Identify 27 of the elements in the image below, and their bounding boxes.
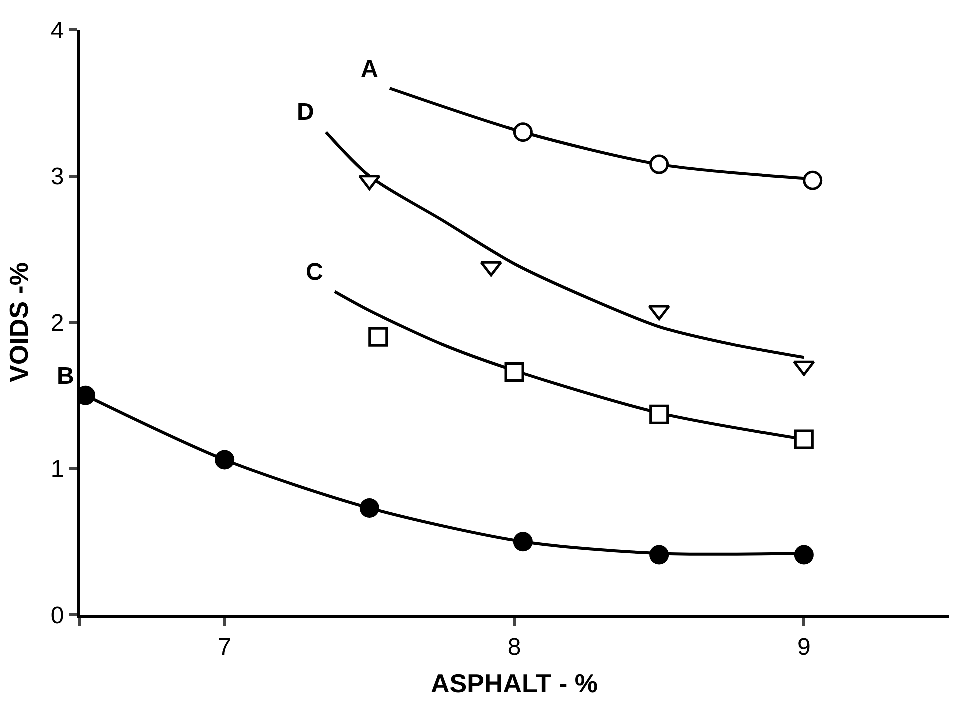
point bbox=[650, 154, 670, 174]
x-tick-label: 9 bbox=[797, 634, 811, 661]
point bbox=[360, 498, 380, 518]
point bbox=[215, 450, 235, 470]
y-tick-label: 4 bbox=[50, 17, 64, 44]
y-tick-label: 1 bbox=[50, 456, 64, 484]
point bbox=[513, 532, 533, 552]
point bbox=[794, 430, 814, 450]
series-label: B bbox=[57, 363, 74, 390]
point bbox=[794, 545, 814, 565]
x-axis-title: ASPHALT - % bbox=[430, 668, 598, 698]
y-axis-title: VOIDS -% bbox=[4, 262, 34, 382]
y-tick-label: 3 bbox=[50, 164, 64, 191]
point bbox=[803, 170, 823, 190]
y-tick-label: 0 bbox=[50, 602, 64, 630]
point bbox=[504, 362, 524, 382]
point bbox=[513, 122, 533, 142]
line-series bbox=[324, 130, 806, 360]
point bbox=[650, 404, 670, 424]
point bbox=[650, 545, 670, 565]
series-label: C bbox=[306, 259, 324, 286]
series-label: A bbox=[361, 56, 378, 83]
point bbox=[368, 327, 388, 347]
x-tick-label: 7 bbox=[218, 634, 232, 661]
x-tick-label: 8 bbox=[508, 634, 522, 661]
series-label: D bbox=[297, 99, 314, 126]
y-tick-label: 2 bbox=[50, 310, 64, 337]
